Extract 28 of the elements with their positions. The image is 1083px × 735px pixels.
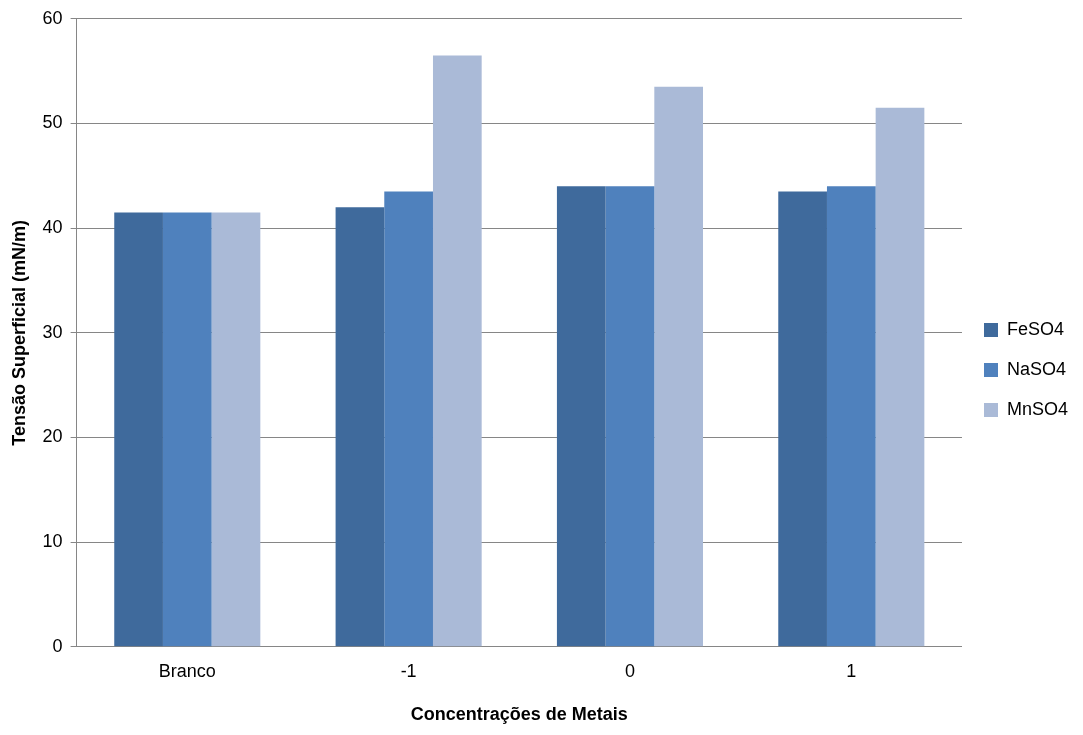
bar (605, 186, 655, 647)
y-tick-label: 60 (42, 7, 63, 28)
legend-label: FeSO4 (1006, 318, 1065, 339)
bar (778, 191, 827, 647)
bar (826, 186, 876, 647)
bar (654, 86, 704, 647)
x-tick-label: 0 (624, 660, 635, 681)
x-axis-title: Concentrações de Metais (410, 704, 628, 725)
bar (432, 55, 482, 647)
legend-label: MnSO4 (1006, 398, 1069, 419)
x-tick-label: 1 (846, 660, 857, 681)
x-tick-label: Branco (158, 660, 216, 681)
y-tick-label: 20 (42, 426, 63, 447)
bar (211, 212, 261, 647)
legend-label: NaSO4 (1006, 358, 1067, 379)
y-tick-label: 50 (42, 112, 63, 133)
bar (162, 212, 212, 647)
y-tick-label: 10 (42, 531, 63, 552)
bar (556, 186, 606, 647)
y-tick-label: 40 (42, 217, 63, 238)
bar (875, 107, 925, 647)
x-tick-label: -1 (400, 660, 417, 681)
bar (384, 191, 433, 647)
bar (114, 212, 163, 647)
y-tick-label: 0 (52, 635, 63, 656)
y-axis-title: Tensão Superficial (mN/m) (8, 219, 29, 446)
bar (335, 207, 385, 647)
y-tick-label: 30 (42, 321, 63, 342)
